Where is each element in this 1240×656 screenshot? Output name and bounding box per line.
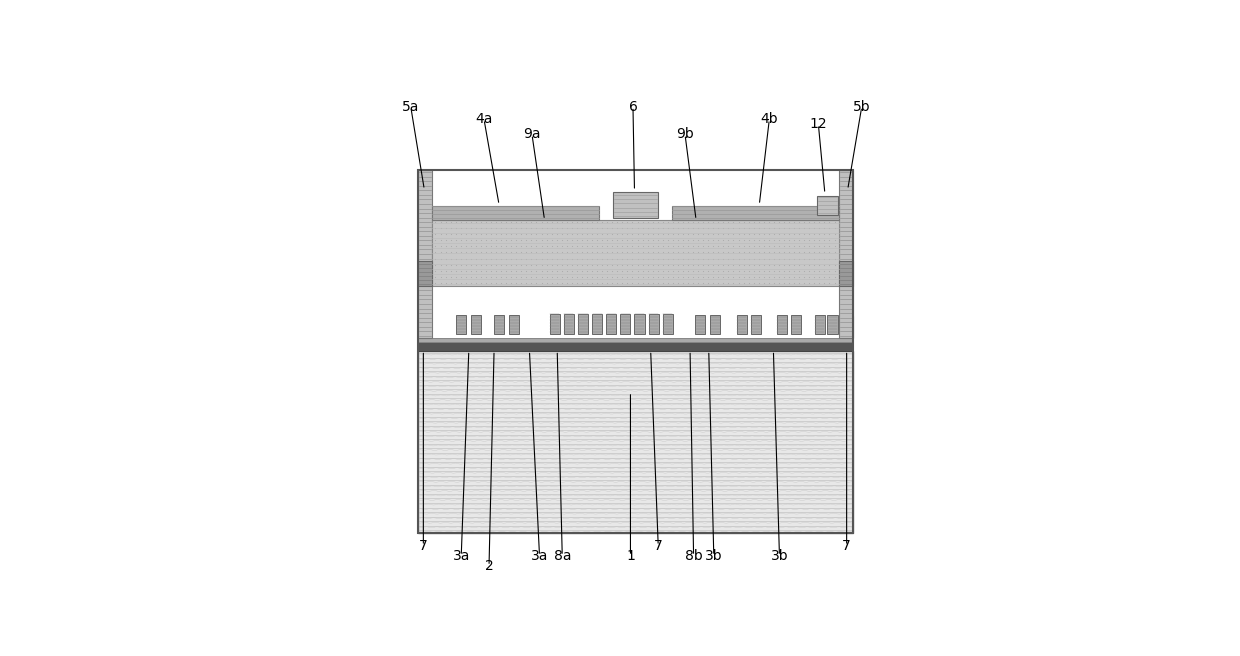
- Text: 7: 7: [653, 539, 662, 553]
- Bar: [564, 314, 574, 335]
- Bar: [791, 315, 801, 335]
- Bar: [750, 315, 761, 335]
- Bar: [672, 206, 838, 220]
- Bar: [815, 315, 825, 335]
- Text: 7: 7: [419, 539, 428, 553]
- Bar: [418, 170, 853, 533]
- Bar: [456, 315, 466, 335]
- Bar: [711, 315, 720, 335]
- Bar: [777, 315, 787, 335]
- Bar: [433, 206, 599, 220]
- Bar: [838, 260, 853, 286]
- Bar: [635, 314, 645, 335]
- Text: 3a: 3a: [453, 549, 470, 563]
- Text: 3b: 3b: [706, 549, 723, 563]
- Bar: [696, 315, 706, 335]
- Bar: [471, 315, 481, 335]
- Bar: [817, 196, 837, 215]
- Bar: [591, 314, 603, 335]
- Bar: [737, 315, 746, 335]
- Bar: [549, 314, 559, 335]
- Text: 8a: 8a: [553, 549, 570, 563]
- Bar: [606, 314, 616, 335]
- Bar: [620, 314, 630, 335]
- Text: 4a: 4a: [475, 112, 492, 126]
- Bar: [418, 352, 853, 533]
- Bar: [838, 170, 853, 338]
- Text: 2: 2: [485, 559, 494, 573]
- Text: 5a: 5a: [402, 100, 419, 113]
- Text: 9a: 9a: [523, 127, 541, 141]
- Bar: [613, 192, 658, 218]
- Text: 7: 7: [842, 539, 851, 553]
- Bar: [418, 170, 433, 338]
- Bar: [649, 314, 658, 335]
- Bar: [418, 260, 433, 286]
- Text: 3b: 3b: [770, 549, 789, 563]
- Text: 1: 1: [626, 549, 635, 563]
- Text: 3a: 3a: [531, 549, 548, 563]
- Bar: [433, 220, 838, 286]
- Text: 5b: 5b: [853, 100, 870, 113]
- Bar: [418, 342, 853, 352]
- Bar: [418, 338, 853, 342]
- Bar: [433, 286, 838, 338]
- Bar: [662, 314, 673, 335]
- Bar: [827, 315, 837, 335]
- Bar: [418, 316, 853, 338]
- Bar: [578, 314, 588, 335]
- Text: 9b: 9b: [676, 127, 694, 141]
- Text: 6: 6: [629, 100, 637, 113]
- Text: 4b: 4b: [760, 112, 779, 126]
- Bar: [494, 315, 505, 335]
- Text: 12: 12: [810, 117, 827, 131]
- Text: 8b: 8b: [684, 549, 703, 563]
- Bar: [510, 315, 520, 335]
